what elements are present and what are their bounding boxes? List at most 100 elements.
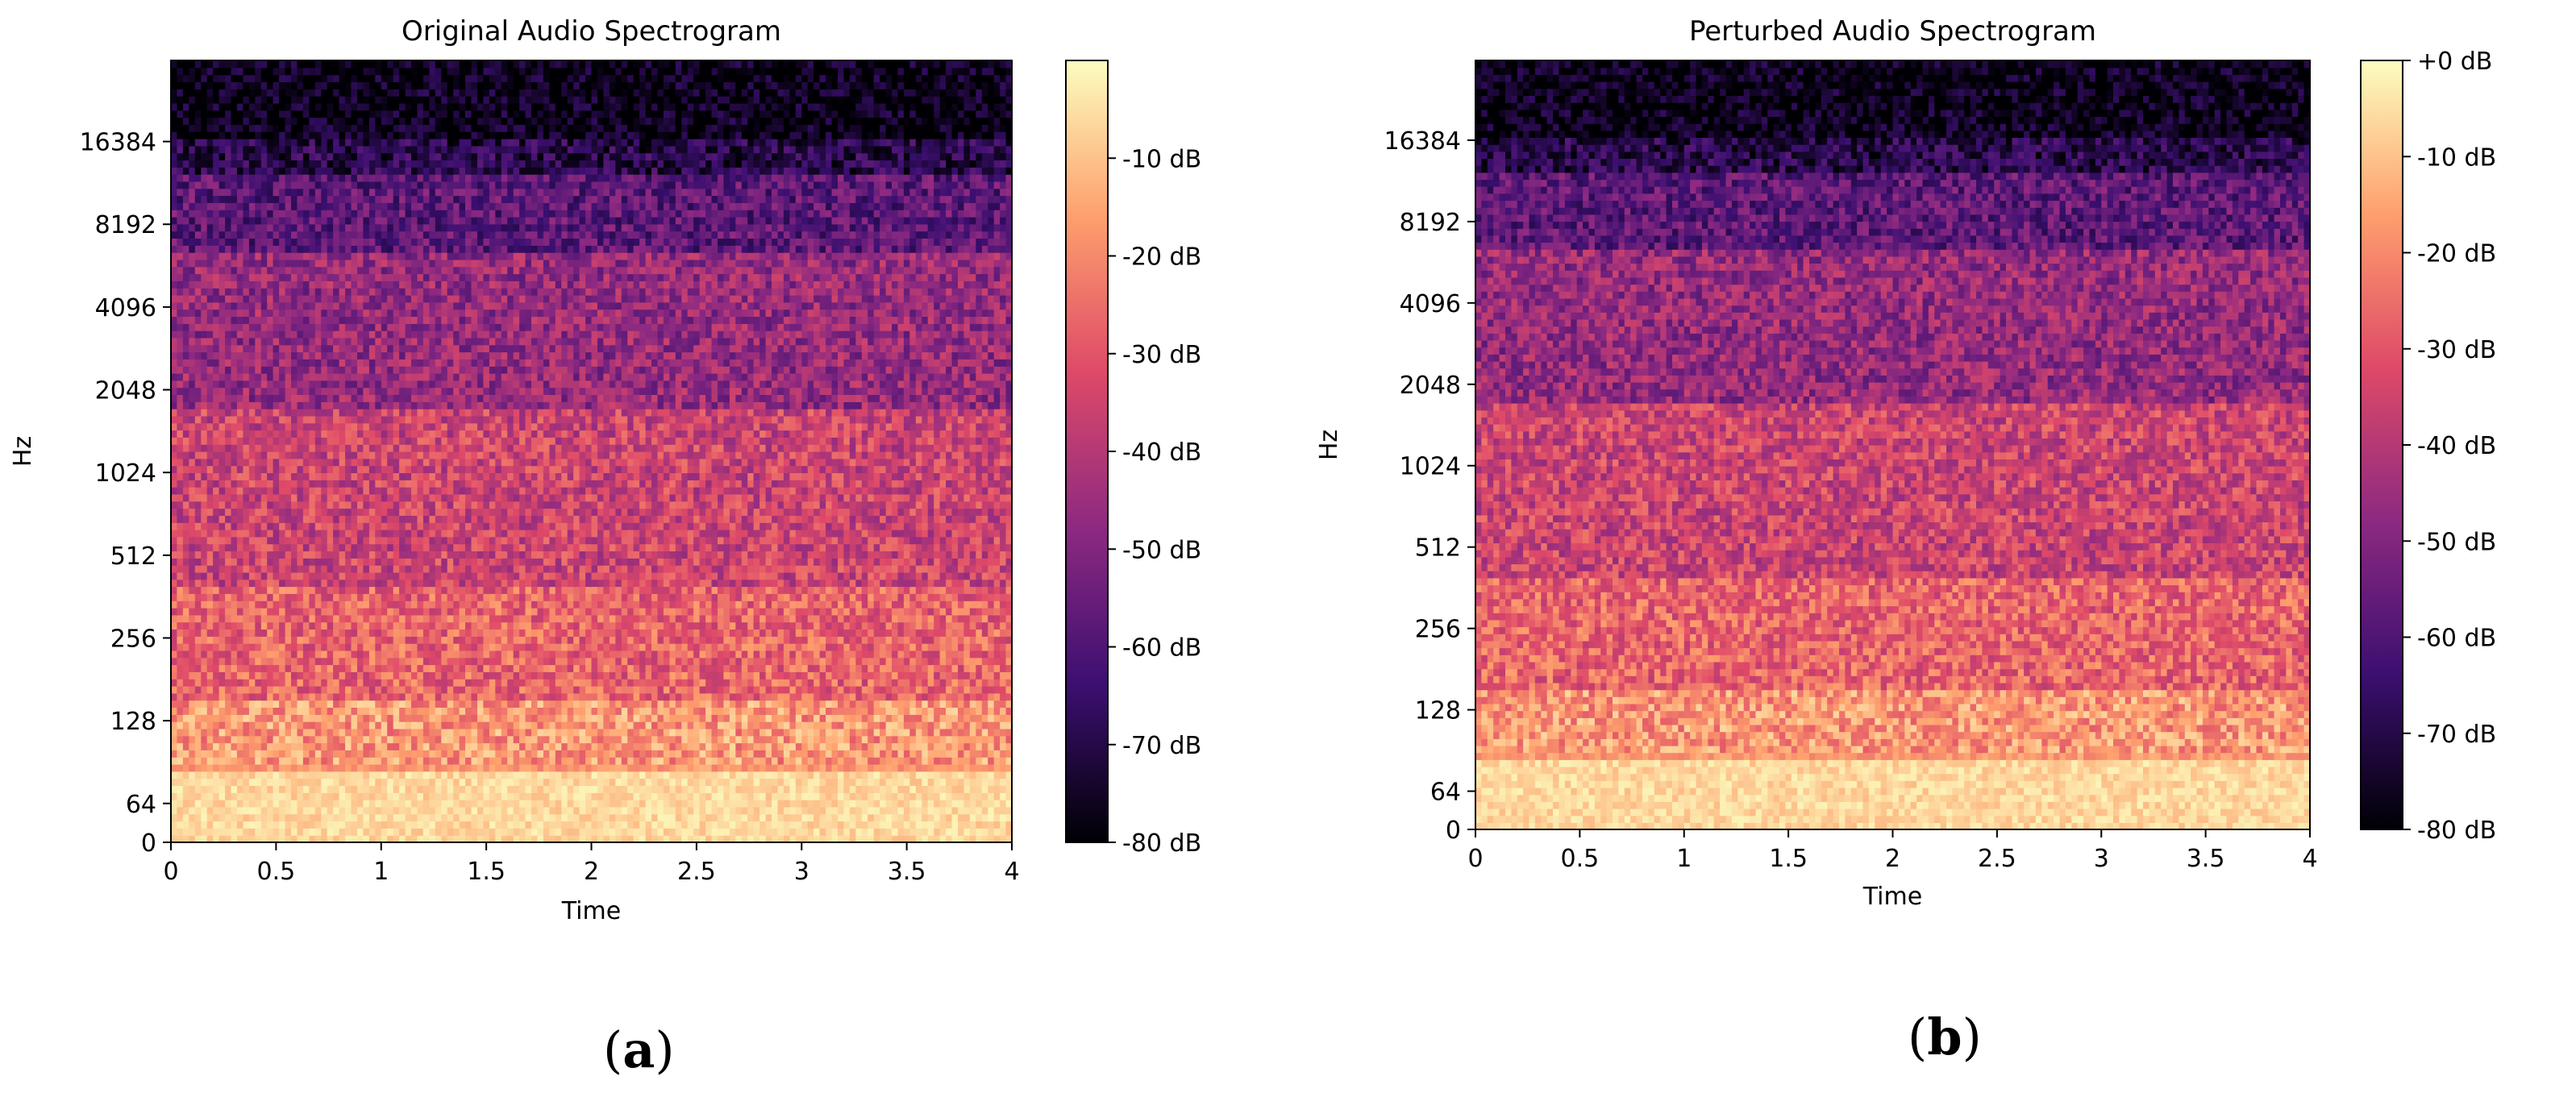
spectrogram-cell: [351, 764, 358, 772]
spectrogram-cell: [273, 629, 280, 637]
spectrogram-cell: [801, 679, 809, 687]
spectrogram-cell: [177, 735, 184, 744]
spectrogram-cell: [260, 785, 268, 793]
spectrogram-cell: [525, 593, 532, 601]
spectrogram-cell: [675, 636, 682, 644]
spectrogram-cell: [657, 707, 664, 715]
spectrogram-cell: [645, 828, 652, 836]
spectrogram-cell: [645, 601, 652, 609]
spectrogram-cell: [597, 700, 605, 708]
spectrogram-cell: [218, 813, 226, 822]
spectrogram-cell: [579, 771, 586, 779]
spectrogram-cell: [723, 757, 730, 765]
spectrogram-cell: [291, 679, 298, 687]
spectrogram-cell: [814, 643, 821, 651]
spectrogram-cell: [741, 601, 748, 609]
spectrogram-cell: [922, 764, 929, 772]
spectrogram-cell: [218, 621, 226, 630]
spectrogram-cell: [525, 679, 532, 687]
spectrogram-cell: [182, 828, 189, 836]
spectrogram-cell: [693, 692, 701, 701]
spectrogram-cell: [723, 792, 730, 800]
spectrogram-cell: [471, 629, 478, 637]
spectrogram-cell: [333, 742, 340, 750]
spectrogram-cell: [201, 778, 208, 786]
spectrogram-cell: [861, 629, 868, 637]
spectrogram-cell: [951, 692, 959, 701]
spectrogram-cell: [759, 614, 767, 623]
spectrogram-cell: [663, 835, 670, 842]
spectrogram-cell: [807, 593, 814, 601]
spectrogram-cell: [729, 657, 736, 666]
spectrogram-cell: [838, 721, 845, 729]
spectrogram-cell: [549, 679, 556, 687]
spectrogram-cell: [422, 821, 430, 829]
spectrogram-cell: [387, 757, 394, 765]
spectrogram-cell: [513, 757, 520, 765]
spectrogram-cell: [772, 601, 779, 609]
spectrogram-cell: [663, 828, 670, 836]
spectrogram-cell: [363, 707, 370, 715]
spectrogram-cell: [903, 750, 910, 758]
spectrogram-cell: [657, 728, 664, 737]
spectrogram-cell: [255, 785, 262, 793]
spectrogram-cell: [981, 700, 988, 708]
spectrogram-cell: [909, 778, 917, 786]
spectrogram-cell: [447, 728, 454, 737]
spectrogram-cell: [1000, 714, 1007, 722]
spectrogram-cell: [603, 593, 610, 601]
spectrogram-cell: [801, 778, 809, 786]
spectrogram-cell: [772, 679, 779, 687]
spectrogram-cell: [314, 586, 322, 594]
spectrogram-cell: [687, 593, 694, 601]
spectrogram-cell: [1005, 785, 1012, 793]
spectrogram-cell: [723, 692, 730, 701]
spectrogram-cell: [958, 614, 965, 623]
spectrogram-cell: [189, 778, 196, 786]
spectrogram-cell: [873, 828, 880, 836]
spectrogram-cell: [849, 664, 856, 672]
spectrogram-cell: [981, 657, 988, 666]
spectrogram-cell: [279, 664, 286, 672]
spectrogram-cell: [447, 757, 454, 765]
spectrogram-cell: [182, 601, 189, 609]
spectrogram-cell: [1000, 792, 1007, 800]
spectrogram-cell: [495, 608, 502, 616]
spectrogram-cell: [909, 785, 917, 793]
spectrogram-cell: [381, 629, 388, 637]
spectrogram-cell: [206, 821, 214, 829]
spectrogram-cell: [922, 601, 929, 609]
spectrogram-cell: [459, 707, 466, 715]
spectrogram-cell: [621, 792, 628, 800]
spectrogram-cell: [327, 721, 334, 729]
spectrogram-cell: [603, 700, 610, 708]
spectrogram-cell: [585, 757, 593, 765]
spectrogram-cell: [639, 657, 647, 666]
spectrogram-cell: [909, 686, 917, 694]
spectrogram-cell: [459, 728, 466, 737]
spectrogram-cell: [501, 821, 508, 829]
spectrogram-cell: [747, 778, 755, 786]
spectrogram-cell: [939, 813, 947, 822]
spectrogram-cell: [471, 750, 478, 758]
spectrogram-cell: [922, 679, 929, 687]
spectrogram-cell: [393, 750, 400, 758]
spectrogram-cell: [669, 707, 676, 715]
spectrogram-cell: [969, 785, 976, 793]
spectrogram-cell: [597, 657, 605, 666]
spectrogram-cell: [194, 692, 202, 701]
spectrogram-cell: [327, 657, 334, 666]
spectrogram-cell: [483, 664, 490, 672]
spectrogram-cell: [327, 757, 334, 765]
spectrogram-cell: [321, 686, 328, 694]
spectrogram-cell: [201, 728, 208, 737]
spectrogram-cell: [543, 813, 550, 822]
spectrogram-cell: [302, 621, 310, 630]
spectrogram-cell: [363, 742, 370, 750]
spectrogram-cell: [555, 771, 562, 779]
spectrogram-cell: [880, 764, 887, 772]
spectrogram-cell: [537, 629, 544, 637]
spectrogram-cell: [201, 764, 208, 772]
spectrogram-cell: [507, 792, 514, 800]
